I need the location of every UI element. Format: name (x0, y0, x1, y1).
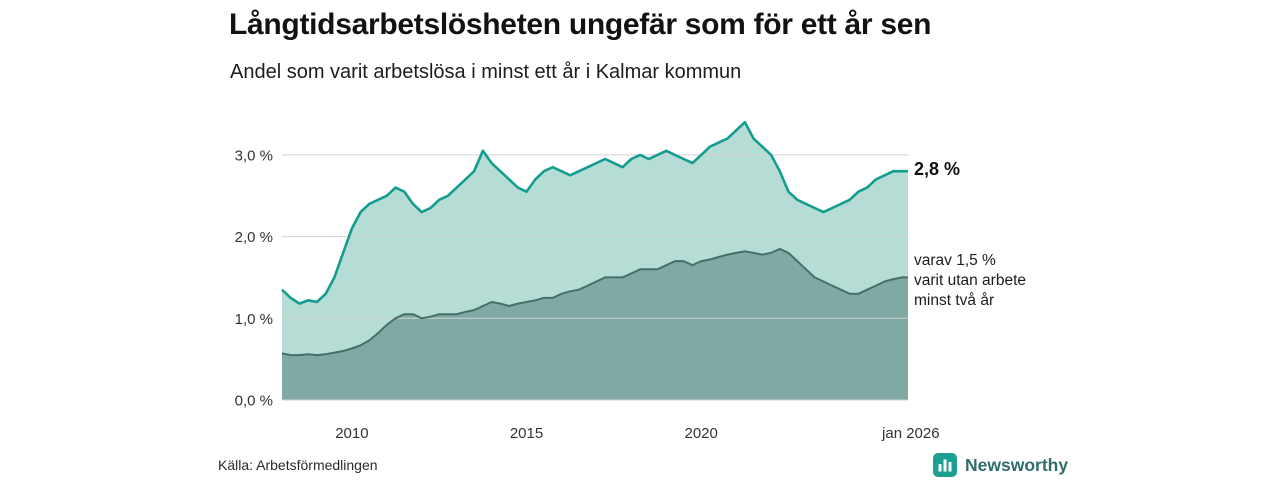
latest-value-annotation: 2,8 % (914, 159, 961, 179)
x-tick-label: 2010 (335, 425, 368, 442)
source-credit: Källa: Arbetsförmedlingen (218, 457, 378, 473)
secondary-annotation-line: minst två år (914, 292, 995, 309)
secondary-annotation-line: varit utan arbete (914, 272, 1027, 289)
line-total (281, 120, 908, 305)
x-tick-label: 2015 (510, 425, 543, 442)
secondary-annotation-line: varav 1,5 % (914, 252, 996, 269)
secondary-annotation: varav 1,5 % varit utan arbete minst två … (914, 251, 1026, 311)
chart-subtitle: Andel som varit arbetslösa i minst ett å… (230, 61, 742, 83)
page-title: Långtidsarbetslösheten ungefär som för e… (229, 8, 932, 41)
area-two-years (282, 248, 908, 400)
x-tick-label: jan 2026 (881, 425, 940, 442)
y-tick-label: 1,0 % (235, 311, 273, 328)
y-tick-label: 0,0 % (235, 393, 273, 410)
newsworthy-logo[interactable]: Newsworthy (933, 453, 1068, 477)
x-tick-label: 2020 (685, 425, 718, 442)
newsworthy-logo-text: Newsworthy (965, 454, 1069, 475)
newsworthy-logo-icon (933, 453, 957, 477)
y-tick-label: 3,0 % (235, 147, 273, 164)
y-tick-label: 2,0 % (235, 229, 273, 246)
line-two-years (281, 247, 908, 357)
